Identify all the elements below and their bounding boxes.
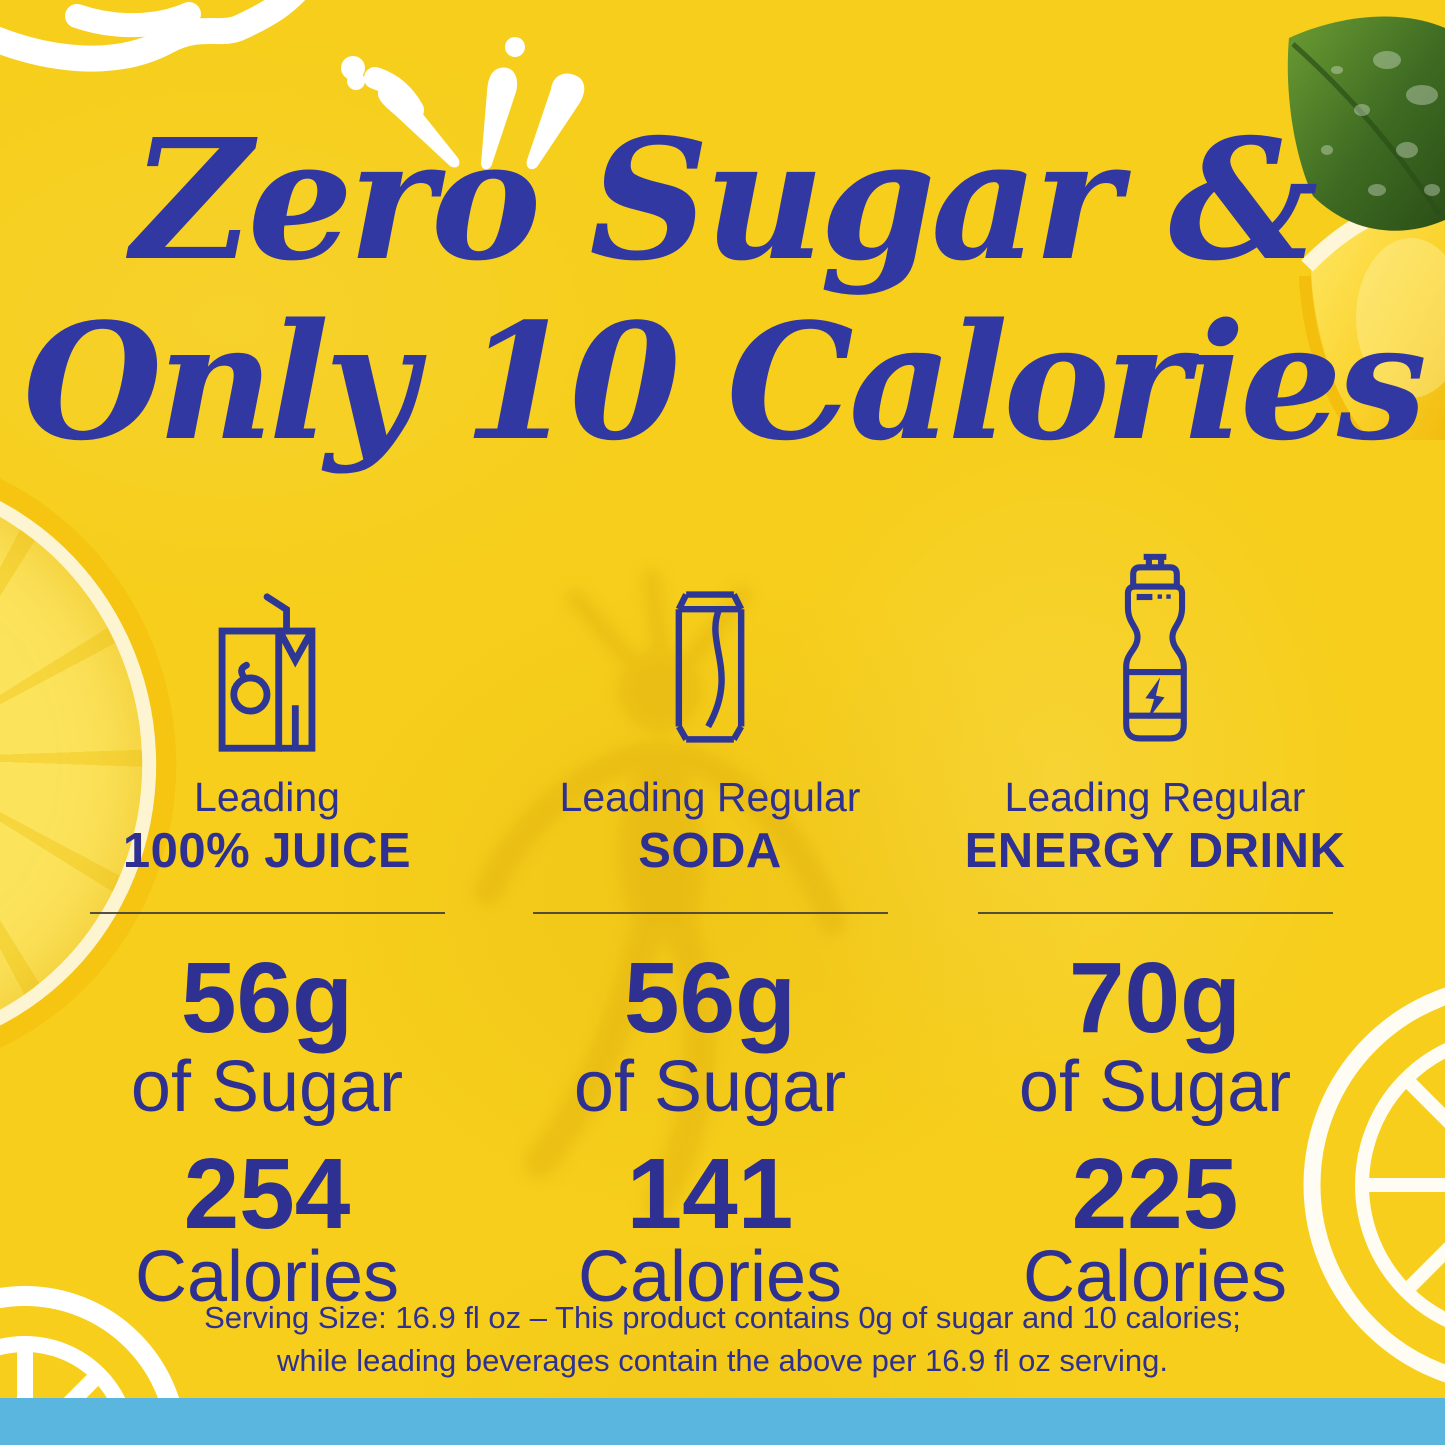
sugar-label: of Sugar	[1018, 1047, 1292, 1127]
leaf-photo	[1287, 16, 1445, 231]
disclaimer-line-1: Serving Size: 16.9 fl oz – This product …	[204, 1300, 1241, 1335]
heading-line-1: Zero Sugar &	[131, 103, 1318, 298]
divider-line	[977, 912, 1333, 914]
lemon-wedge-photo	[1299, 186, 1445, 440]
sugar-value: 70g	[1068, 942, 1242, 1054]
juice-box-icon	[218, 593, 316, 752]
column-label-bold: ENERGY DRINK	[964, 824, 1346, 878]
sugar-label: of Sugar	[573, 1047, 847, 1127]
heading-line-2: Only 10 Calories	[23, 288, 1427, 476]
juice-icon-wrap	[72, 540, 462, 758]
divider-line	[532, 912, 888, 914]
page-title: Zero Sugar & Only 10 Calories	[0, 103, 1445, 476]
disclaimer-line-2: while leading beverages contain the abov…	[277, 1343, 1168, 1378]
calories-label: Calories	[577, 1237, 843, 1317]
column-label-bold: SODA	[638, 824, 782, 878]
divider-line	[89, 912, 445, 914]
calories-value: 254	[183, 1138, 351, 1250]
soda-icon-wrap	[520, 540, 900, 758]
column-label-bold: 100% JUICE	[122, 824, 412, 878]
bottom-bar	[0, 1398, 1445, 1445]
column-label-top: Leading Regular	[1004, 774, 1306, 820]
sugar-label: of Sugar	[130, 1047, 404, 1127]
sugar-value: 56g	[180, 942, 354, 1054]
soda-can-icon	[675, 591, 745, 743]
calories-value: 141	[626, 1138, 794, 1250]
calories-value: 225	[1071, 1138, 1239, 1250]
comparison-column-soda: Leading Regular SODA 56g of Sugar 141 Ca…	[520, 540, 900, 1316]
lemon-slice-outline-right	[1303, 987, 1445, 1383]
sugar-value: 56g	[623, 942, 797, 1054]
comparison-column-juice: Leading 100% JUICE 56g of Sugar 254 Calo…	[72, 540, 462, 1316]
energy-drink-bottle-icon	[1123, 553, 1187, 742]
energy-icon-wrap	[962, 540, 1348, 758]
calories-label: Calories	[1022, 1237, 1288, 1317]
column-label-top: Leading Regular	[559, 774, 861, 820]
comparison-column-energy-drink: Leading Regular ENERGY DRINK 70g of Suga…	[962, 540, 1348, 1316]
column-label-top: Leading	[194, 774, 340, 820]
calories-label: Calories	[134, 1237, 400, 1317]
splash-doodle	[347, 37, 585, 170]
serving-size-disclaimer: Serving Size: 16.9 fl oz – This product …	[0, 1296, 1445, 1382]
